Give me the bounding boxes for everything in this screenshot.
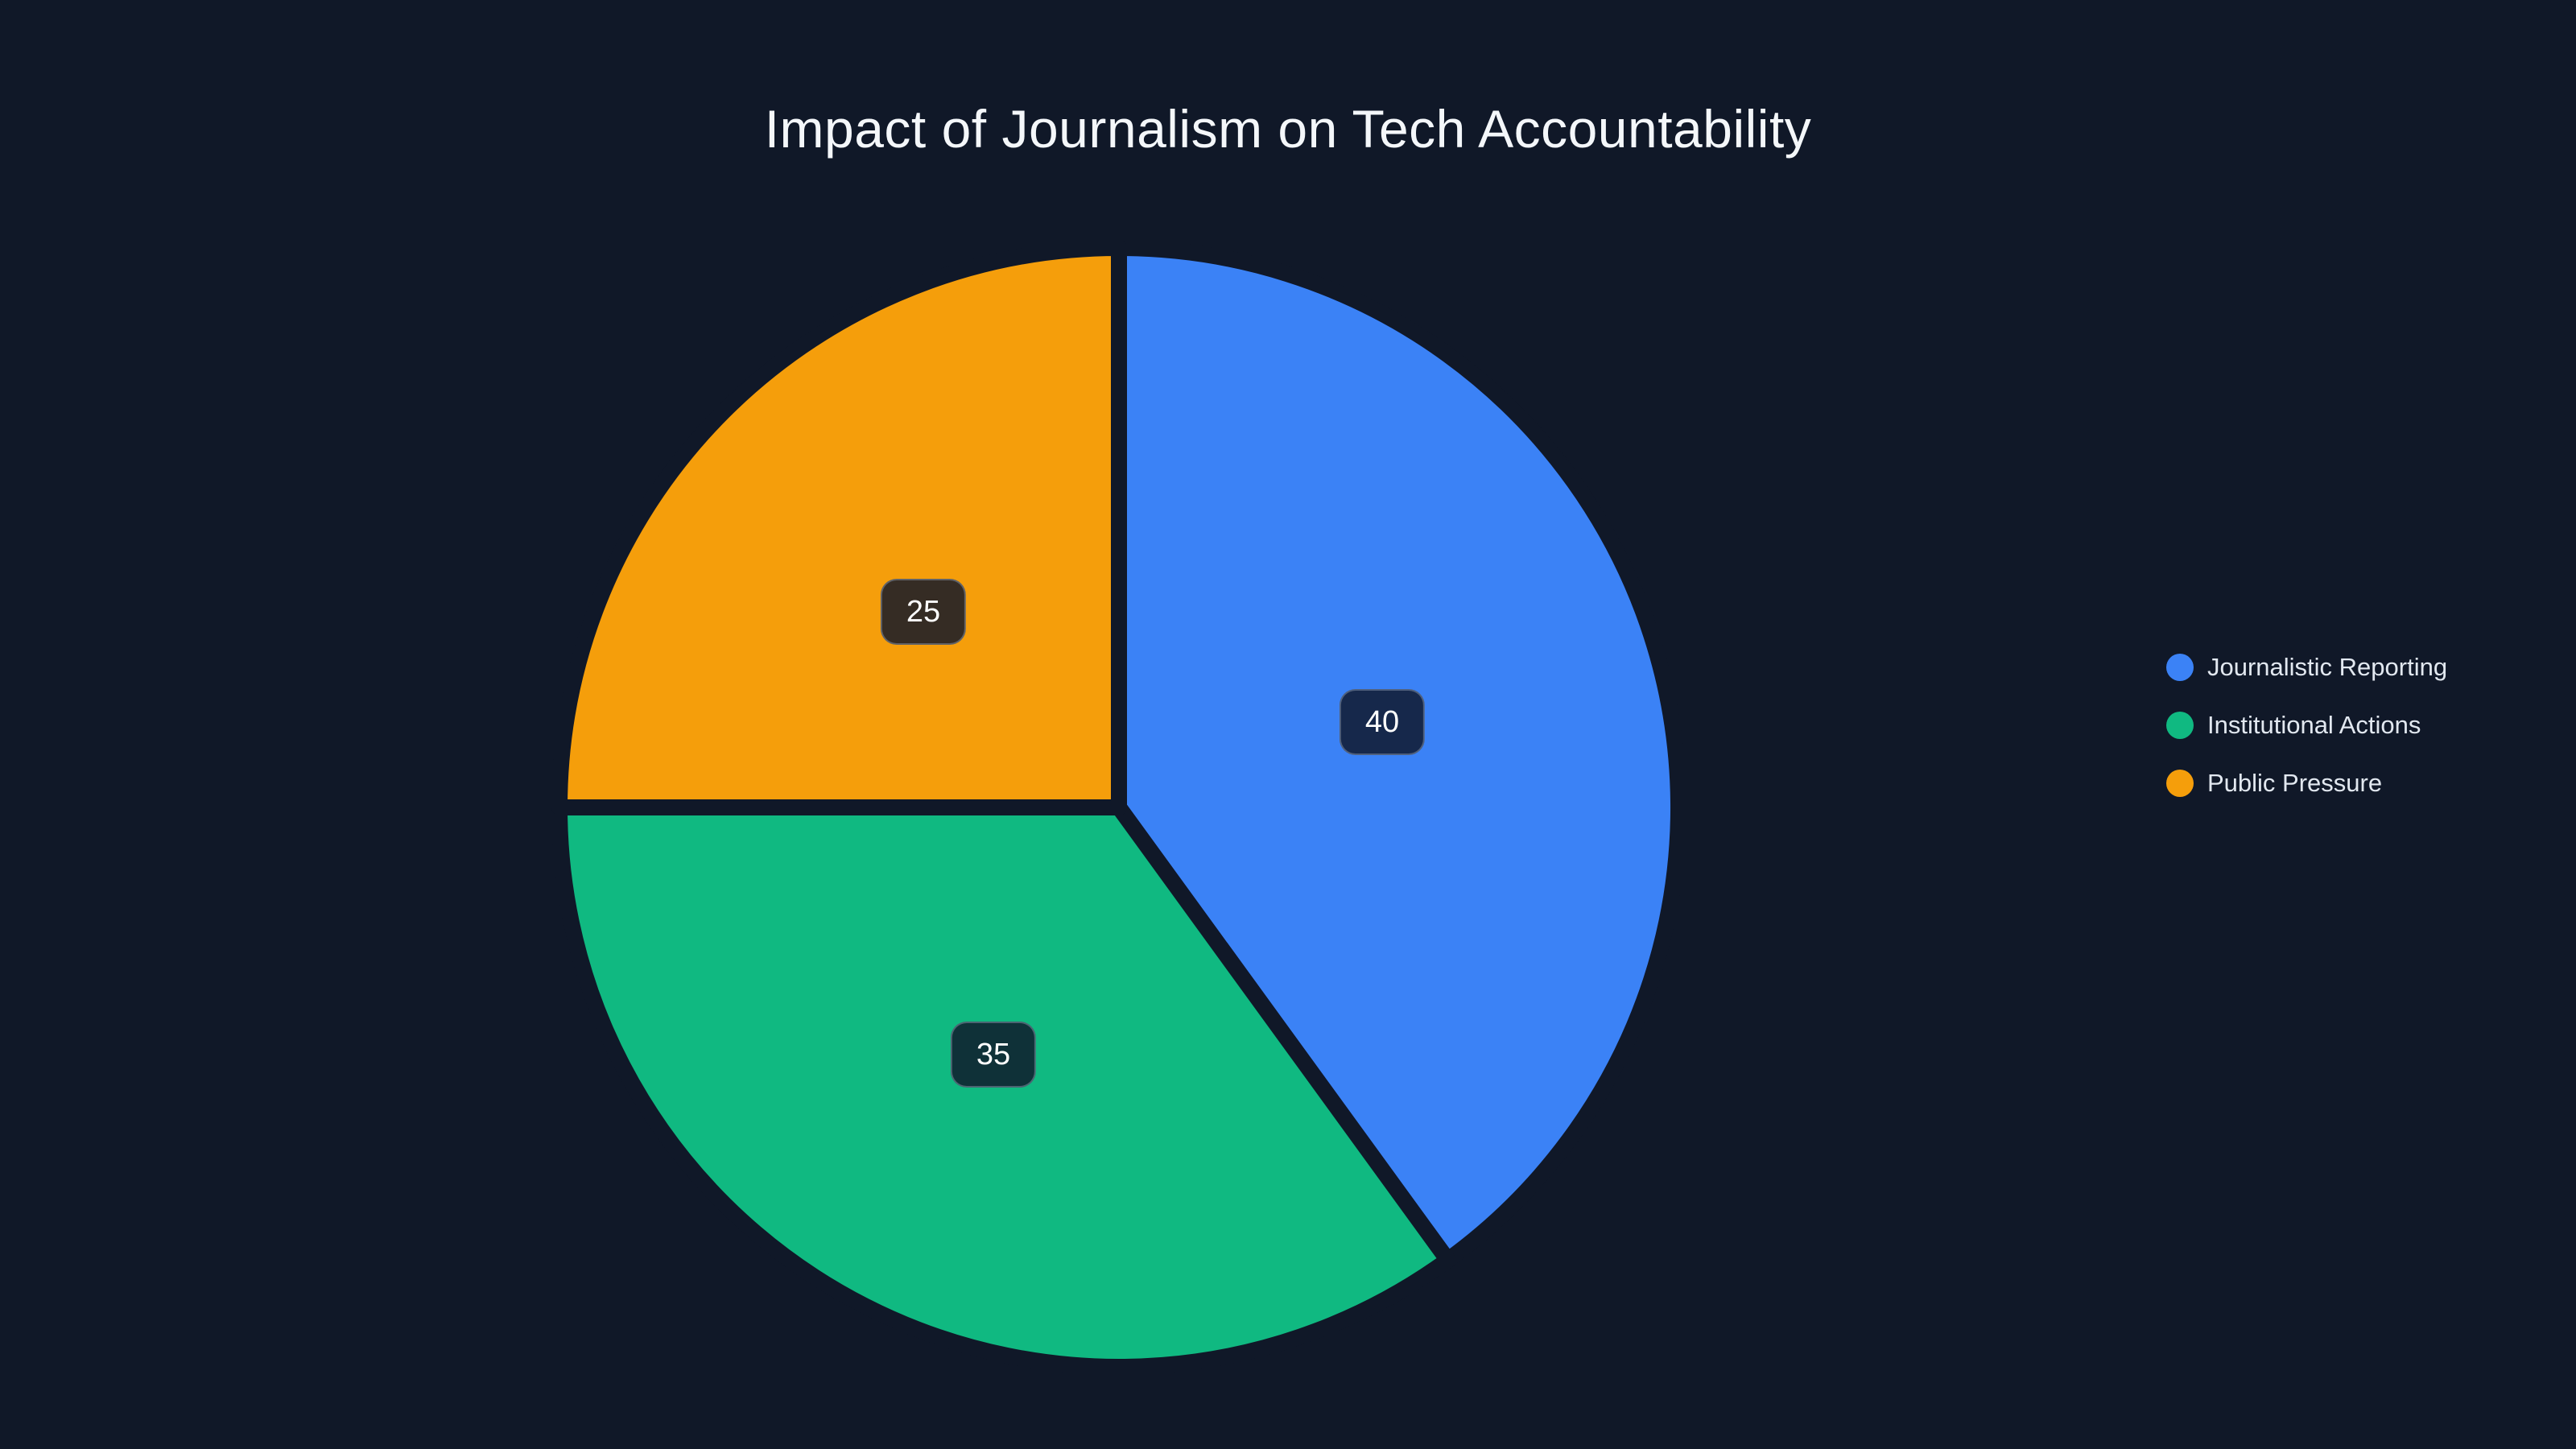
legend-item-public-pressure[interactable]: Public Pressure: [2166, 764, 2447, 803]
pie-slice-public-pressure[interactable]: [551, 240, 1127, 815]
legend-item-institutional-actions[interactable]: Institutional Actions: [2166, 706, 2447, 745]
legend-item-journalistic-reporting[interactable]: Journalistic Reporting: [2166, 648, 2447, 687]
legend-marker-icon: [2166, 654, 2194, 681]
legend-item-label: Public Pressure: [2207, 769, 2383, 797]
legend-item-label: Journalistic Reporting: [2207, 653, 2448, 681]
legend-marker-icon: [2166, 712, 2194, 739]
legend: Journalistic Reporting Institutional Acti…: [2166, 648, 2447, 822]
legend-item-label: Institutional Actions: [2207, 711, 2421, 739]
legend-marker-icon: [2166, 770, 2194, 797]
chart-title: Impact of Journalism on Tech Accountabil…: [764, 99, 1812, 159]
